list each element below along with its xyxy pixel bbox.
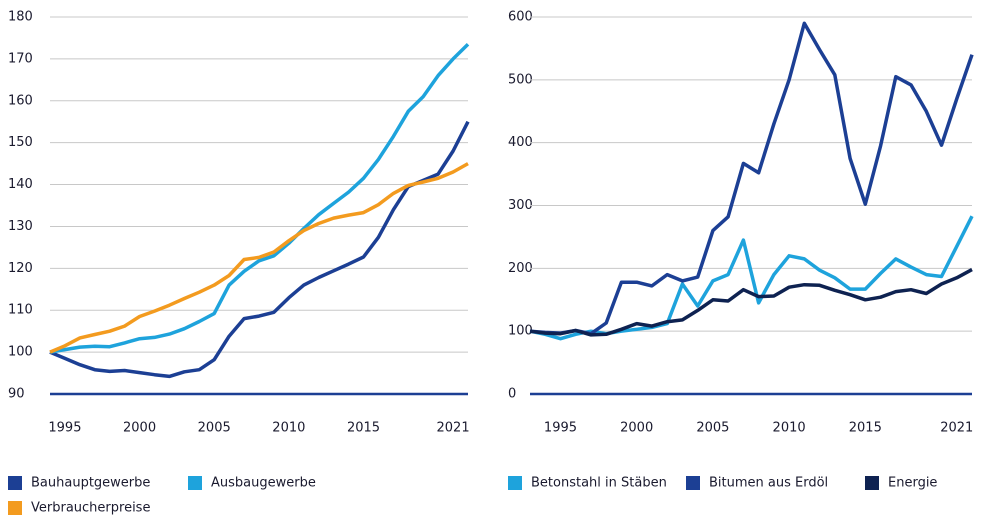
legend-label: Verbraucherpreise — [31, 501, 150, 516]
legend-swatch — [188, 476, 202, 490]
series-line — [49, 42, 470, 354]
y-tick-label: 600 — [508, 10, 533, 25]
x-tick-label: 2010 — [773, 421, 806, 436]
x-tick-label: 2021 — [940, 421, 973, 436]
x-tick-label: 2010 — [272, 421, 305, 436]
y-tick-label: 400 — [508, 135, 533, 150]
x-tick-label: 2000 — [620, 421, 653, 436]
y-tick-label: 170 — [8, 51, 33, 66]
x-tick-label: 1995 — [48, 421, 81, 436]
legend-label: Energie — [888, 476, 937, 491]
legend-swatch — [686, 476, 700, 490]
legend-swatch — [508, 476, 522, 490]
y-tick-label: 150 — [8, 135, 33, 150]
legend-label: Bitumen aus Erdöl — [709, 476, 828, 491]
x-tick-label: 2015 — [849, 421, 882, 436]
series-line — [529, 268, 973, 337]
legend-swatch — [865, 476, 879, 490]
legend-label: Betonstahl in Stäben — [531, 476, 667, 491]
series-line — [529, 21, 974, 336]
y-tick-label: 180 — [8, 10, 33, 25]
legend-label: Ausbaugewerbe — [211, 476, 316, 491]
y-tick-label: 160 — [8, 93, 33, 108]
x-tick-label: 2000 — [123, 421, 156, 436]
series-line — [49, 162, 469, 354]
y-tick-label: 100 — [508, 324, 533, 339]
y-tick-label: 140 — [8, 177, 33, 192]
y-tick-label: 300 — [508, 198, 533, 213]
legend-label: Bauhauptgewerbe — [31, 476, 150, 491]
x-tick-label: 2021 — [437, 421, 470, 436]
legend-swatch — [8, 476, 22, 490]
x-tick-label: 2015 — [347, 421, 380, 436]
y-tick-label: 100 — [8, 345, 33, 360]
y-tick-label: 500 — [508, 72, 533, 87]
x-tick-label: 2005 — [198, 421, 231, 436]
series-line — [49, 120, 470, 379]
legend-swatch — [8, 501, 22, 515]
y-tick-label: 200 — [508, 261, 533, 276]
x-tick-label: 1995 — [544, 421, 577, 436]
y-tick-label: 0 — [508, 387, 516, 402]
y-tick-label: 90 — [8, 387, 25, 402]
x-tick-label: 2005 — [696, 421, 729, 436]
y-tick-label: 110 — [8, 303, 33, 318]
y-tick-label: 120 — [8, 261, 33, 276]
y-tick-label: 130 — [8, 219, 33, 234]
series-line — [529, 215, 974, 341]
